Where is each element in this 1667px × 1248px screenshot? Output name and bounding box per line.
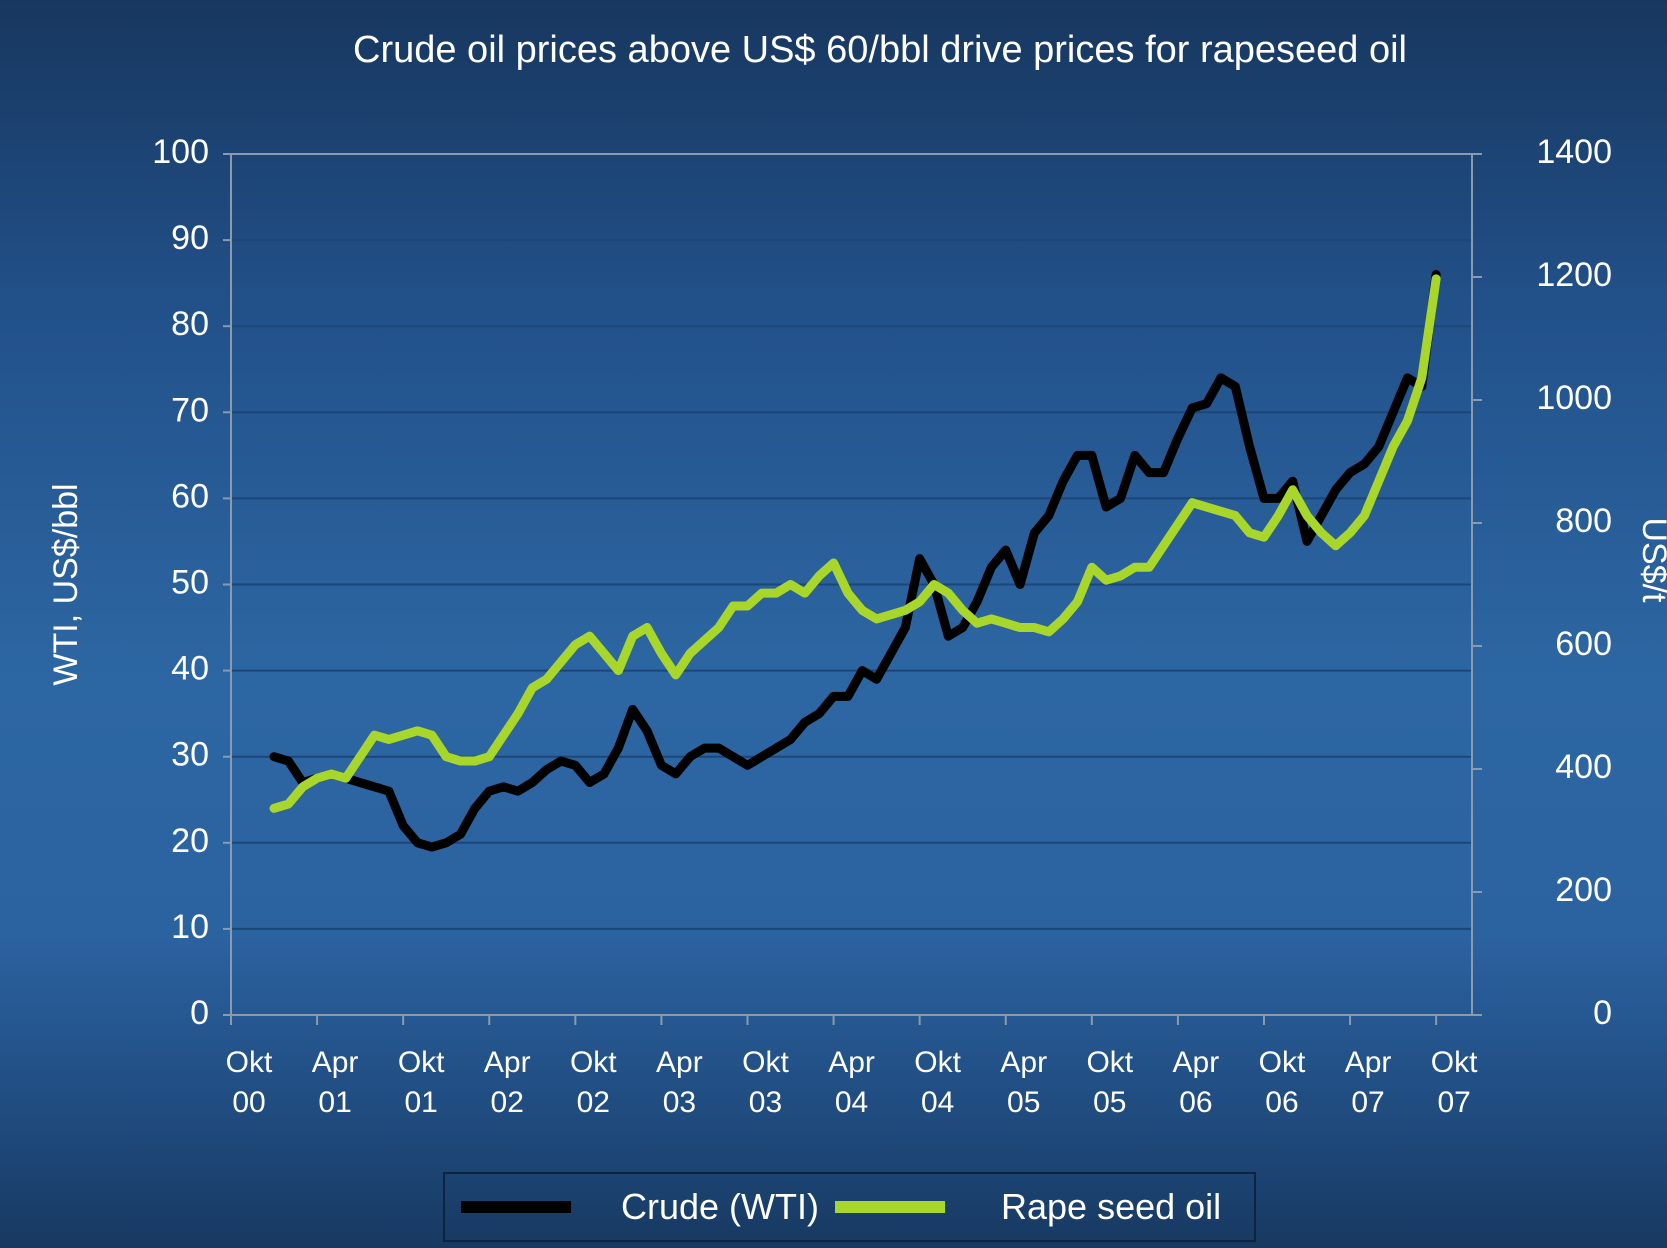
x-tick-label: Apr 05 bbox=[1000, 1046, 1048, 1119]
x-tick-label: Apr 06 bbox=[1172, 1046, 1220, 1119]
legend-swatch bbox=[461, 1201, 571, 1213]
legend-swatch bbox=[835, 1201, 945, 1213]
y-tick-label: 10 bbox=[171, 908, 209, 946]
y2-tick-label: 1400 bbox=[1536, 133, 1612, 171]
y2-tick-label: 600 bbox=[1555, 625, 1612, 663]
y-tick-label: 70 bbox=[171, 391, 209, 429]
legend: Crude (WTI) Rape seed oil bbox=[443, 1172, 1256, 1242]
y-tick-label: 80 bbox=[171, 305, 209, 343]
y-tick-label: 20 bbox=[171, 822, 209, 860]
y-tick-label: 50 bbox=[171, 563, 209, 601]
y-axis-title: WTI, US$/bbl bbox=[47, 483, 85, 685]
legend-label: Rape seed oil bbox=[1001, 1186, 1222, 1227]
y2-tick-label: 1000 bbox=[1536, 379, 1612, 417]
y2-tick-label: 1200 bbox=[1536, 256, 1612, 294]
y2-tick-label: 400 bbox=[1555, 748, 1612, 786]
x-tick-label: Okt 06 bbox=[1258, 1046, 1306, 1119]
x-tick-label: Okt 03 bbox=[742, 1046, 789, 1119]
x-tick-label: Okt 01 bbox=[397, 1046, 445, 1119]
x-tick-label: Okt 05 bbox=[1086, 1046, 1134, 1119]
x-tick-label: Apr 01 bbox=[311, 1046, 359, 1119]
x-tick-label: Okt 02 bbox=[569, 1046, 617, 1119]
y2-axis-title: US$/t bbox=[1635, 517, 1667, 603]
series-line bbox=[269, 274, 1441, 813]
x-tick-label: Apr 04 bbox=[828, 1046, 875, 1119]
x-tick-label: Apr 03 bbox=[656, 1046, 703, 1119]
x-tick-label: Apr 07 bbox=[1344, 1046, 1392, 1119]
x-tick-label: Okt 00 bbox=[225, 1046, 273, 1119]
x-tick-label: Okt 04 bbox=[914, 1046, 961, 1119]
y-tick-label: 90 bbox=[171, 219, 209, 257]
chart-title: Crude oil prices above US$ 60/bbl drive … bbox=[353, 29, 1407, 71]
y2-tick-label: 200 bbox=[1555, 871, 1612, 909]
legend-label: Crude (WTI) bbox=[621, 1186, 819, 1227]
y2-tick-label: 800 bbox=[1555, 502, 1612, 540]
series-line bbox=[269, 270, 1441, 852]
x-tick-label: Apr 02 bbox=[483, 1046, 531, 1119]
y-tick-label: 0 bbox=[190, 994, 209, 1032]
y-tick-label: 100 bbox=[152, 133, 209, 171]
y-tick-label: 60 bbox=[171, 477, 209, 515]
y2-tick-label: 0 bbox=[1593, 994, 1612, 1032]
x-tick-label: Okt 07 bbox=[1430, 1046, 1478, 1119]
y-tick-label: 30 bbox=[171, 736, 209, 774]
y-tick-label: 40 bbox=[171, 650, 209, 688]
